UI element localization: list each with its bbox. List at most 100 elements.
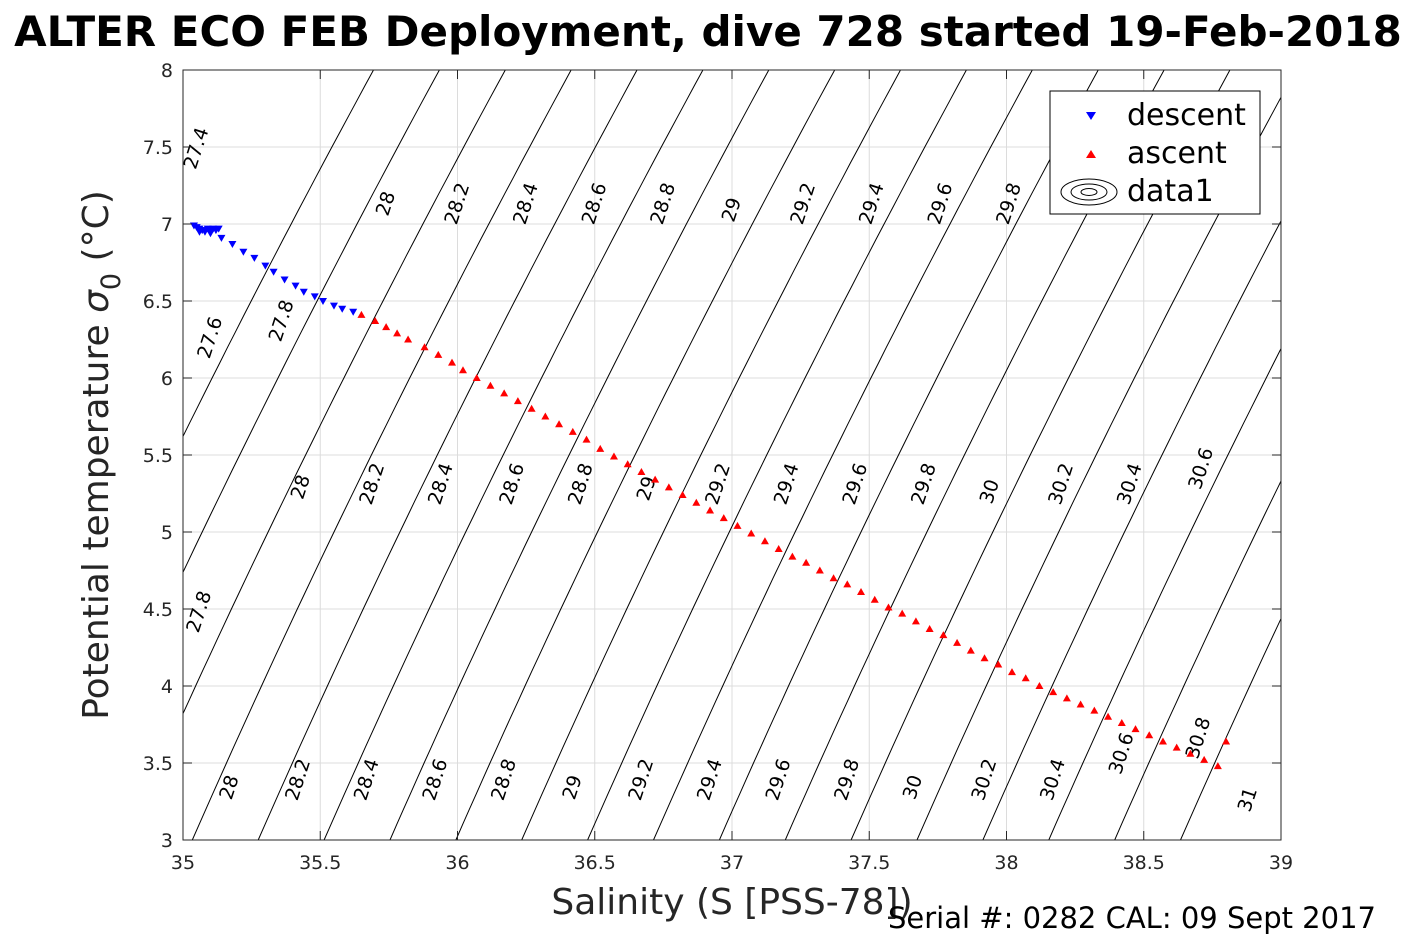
ascent-point (843, 580, 852, 588)
ascent-point (898, 609, 907, 617)
ascent-point (1131, 725, 1140, 733)
ascent-point (815, 566, 824, 574)
descent-point (214, 225, 223, 233)
ascent-point (1104, 712, 1113, 720)
ascent-point (420, 343, 429, 351)
density-contours (183, 70, 1281, 840)
ascent-point (857, 588, 866, 596)
ascent-point (1117, 718, 1126, 726)
x-tick-label: 36.5 (574, 852, 616, 874)
descent-point (310, 293, 319, 301)
ascent-point (939, 631, 948, 639)
contour-line-2 (183, 70, 506, 715)
x-tick-label: 39 (1269, 852, 1293, 874)
descent-point (338, 305, 347, 313)
series-descent (189, 222, 358, 316)
ascent-point (829, 574, 838, 582)
contour-line-6 (389, 70, 770, 840)
ascent-point (434, 350, 443, 358)
y-tick-label: 3.5 (143, 753, 173, 775)
ascent-point (371, 317, 380, 325)
ascent-point (555, 420, 564, 428)
ascent-point (458, 366, 467, 374)
y-axis-label: Potential temperature σ0 (°C) (76, 190, 127, 720)
y-tick-label: 5 (161, 522, 173, 544)
descent-point (217, 234, 226, 242)
ascent-point (884, 603, 893, 611)
descent-point (349, 308, 358, 316)
series-ascent (357, 310, 1231, 770)
y-tick-label: 5.5 (143, 445, 173, 467)
descent-point (206, 230, 215, 238)
contour-line-8 (521, 70, 902, 840)
ascent-point (1186, 749, 1195, 757)
x-tick-label: 35 (171, 852, 195, 874)
ascent-point (393, 329, 402, 337)
descent-point (291, 282, 300, 290)
ascent-point (596, 444, 605, 452)
y-axis-label-subscript: 0 (96, 273, 127, 290)
axis-ticks: 35 35.5 36 36.5 37 37.5 38 38.5 39 3 3.5 4 4.5 5 5.5 6 6… (143, 60, 1293, 874)
ascent-point (472, 374, 481, 381)
ascent-point (760, 537, 769, 545)
contour-line-18 (1179, 617, 1281, 840)
data-points (189, 222, 1231, 770)
ascent-point (1090, 706, 1099, 714)
y-tick-label: 4.5 (143, 599, 173, 621)
ascent-point (404, 335, 413, 343)
ascent-point (527, 404, 536, 412)
ascent-point (1049, 688, 1058, 696)
contour-line-4 (257, 70, 638, 840)
contour-line-7 (455, 70, 836, 840)
legend-data1-label: data1 (1127, 174, 1214, 209)
ascent-point (870, 595, 879, 603)
contour-line-17 (1114, 479, 1281, 840)
x-tick-label: 38 (994, 852, 1018, 874)
y-axis-label-main: Potential temperature (76, 313, 117, 720)
legend-descent-label: descent (1127, 98, 1246, 133)
ascent-point (692, 498, 701, 506)
ascent-point (966, 646, 975, 654)
ascent-point (486, 381, 495, 389)
ascent-point (1145, 731, 1154, 739)
ascent-point (582, 435, 591, 443)
ascent-point (911, 617, 920, 625)
legend-ascent-marker (1086, 150, 1096, 158)
ascent-point (1222, 737, 1231, 745)
ascent-point (1021, 674, 1030, 682)
legend-ascent-label: ascent (1127, 136, 1227, 171)
y-tick-label: 3 (161, 830, 173, 852)
ascent-point (623, 460, 632, 468)
contour-line-9 (587, 70, 967, 840)
ascent-point (1076, 700, 1085, 708)
ascent-point (1200, 755, 1209, 763)
x-axis-label: Salinity (S [PSS-78]) (551, 882, 912, 923)
y-tick-label: 7.5 (143, 137, 173, 159)
ascent-point (678, 491, 687, 499)
contour-line-15 (982, 219, 1281, 840)
ascent-point (1172, 743, 1181, 751)
x-tick-label: 36 (445, 852, 469, 874)
contour-line-10 (652, 70, 1033, 840)
descent-point (239, 248, 248, 256)
x-tick-label: 35.5 (299, 852, 341, 874)
y-tick-label: 6 (161, 368, 173, 390)
x-tick-label: 37 (720, 852, 744, 874)
y-tick-label: 6.5 (143, 291, 173, 313)
chart-title: ALTER ECO FEB Deployment, dive 728 start… (14, 7, 1402, 56)
ascent-point (788, 552, 797, 560)
descent-point (195, 228, 204, 236)
ascent-point (357, 310, 366, 318)
ascent-point (1035, 682, 1044, 689)
x-tick-label: 37.5 (848, 852, 890, 874)
ascent-point (802, 558, 811, 566)
ascent-point (1007, 668, 1016, 676)
ascent-point (448, 358, 457, 366)
ascent-point (664, 483, 673, 491)
ascent-point (1158, 737, 1167, 745)
ascent-point (719, 514, 728, 522)
y-axis-label-unit: (°C) (76, 190, 117, 273)
contour-line-3 (191, 70, 572, 840)
ascent-point (706, 506, 715, 514)
contour-line-0 (183, 70, 375, 438)
